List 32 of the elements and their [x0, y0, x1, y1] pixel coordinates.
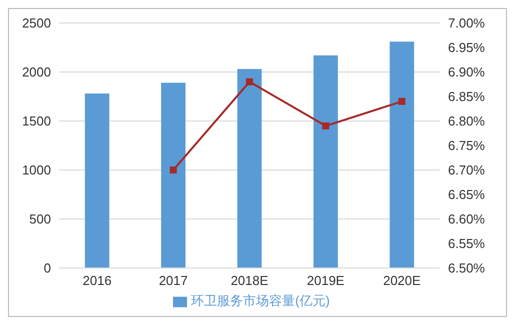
y2-tick-label: 6.80% — [448, 114, 486, 129]
y-tick-label: 2000 — [22, 64, 51, 80]
x-tick-label: 2017 — [158, 273, 188, 288]
y2-tick-label: 6.90% — [448, 64, 486, 80]
y2-tick-label: 7.00% — [448, 16, 486, 31]
point — [170, 166, 177, 174]
legend-label: 环卫服务市场容量(亿元) — [191, 293, 330, 308]
y-tick-label: 1500 — [22, 114, 51, 129]
bar — [390, 42, 414, 268]
bar — [161, 82, 186, 268]
y2-tick-label: 6.75% — [448, 138, 486, 154]
point — [322, 122, 330, 130]
y-tick-label: 500 — [29, 212, 51, 227]
bar — [84, 94, 110, 268]
x-tick-label: 2018E — [230, 273, 269, 288]
x-tick-label: 2019E — [306, 273, 345, 288]
y2-tick-label: 6.65% — [448, 187, 486, 202]
x-tick-label: 2016 — [82, 273, 112, 288]
y-tick-label: 1000 — [22, 162, 51, 178]
y-tick-label: 0 — [44, 260, 51, 276]
point — [246, 78, 253, 86]
y2-tick-label: 6.55% — [448, 236, 486, 252]
x-tick-label: 2020E — [383, 273, 422, 288]
y2-tick-label: 6.50% — [448, 260, 486, 276]
y-tick-label: 2500 — [22, 16, 51, 31]
bar — [314, 55, 338, 268]
y2-tick-label: 6.85% — [448, 89, 486, 104]
bar — [237, 69, 262, 268]
y2-tick-label: 6.60% — [448, 212, 486, 227]
point — [398, 98, 406, 105]
y2-tick-label: 6.95% — [448, 40, 486, 56]
y2-tick-label: 6.70% — [448, 162, 486, 178]
